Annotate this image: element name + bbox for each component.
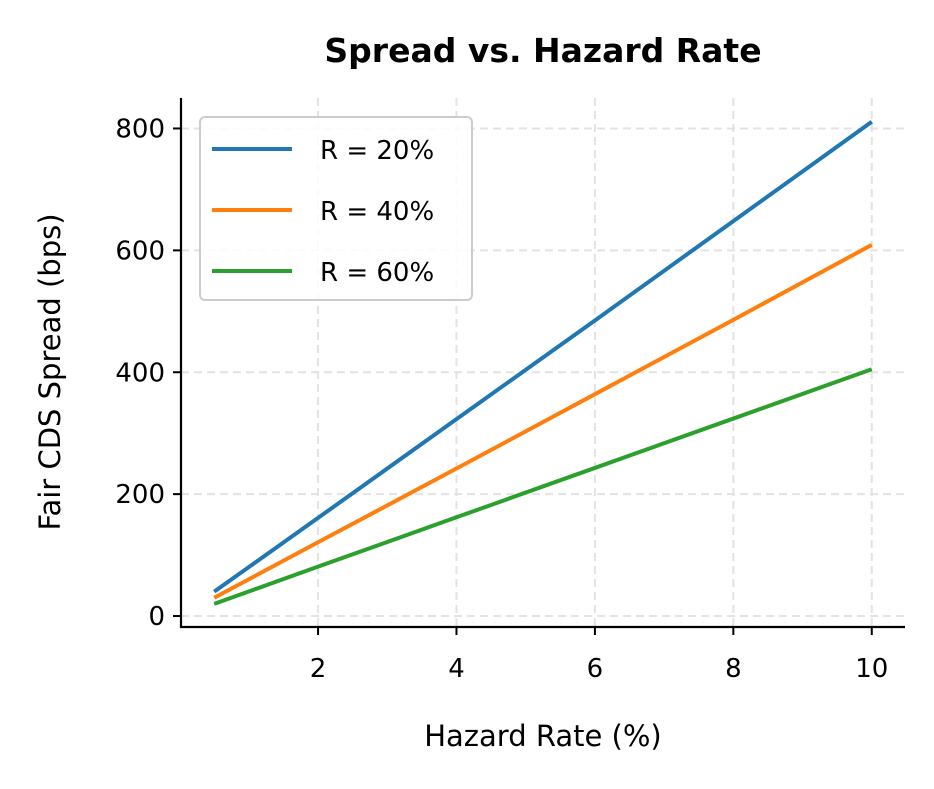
- y-tick-label: 200: [115, 480, 165, 510]
- x-tick-label: 10: [855, 654, 888, 684]
- y-tick-label: 0: [148, 602, 165, 632]
- chart-title: Spread vs. Hazard Rate: [324, 31, 761, 70]
- series-line-1: [213, 120, 873, 594]
- x-tick-label: 8: [725, 654, 742, 684]
- y-tick-label: 400: [115, 358, 165, 388]
- legend-box: [199, 116, 473, 301]
- x-tick-label: 2: [310, 654, 327, 684]
- series-line-2: [213, 243, 873, 600]
- x-tick-label: 4: [448, 654, 465, 684]
- axes: 2 4 6 8 10 0 200 400 600 800: [115, 98, 905, 684]
- legend: R = 20% R = 40% R = 60%: [199, 116, 473, 301]
- legend-label-1: R = 20%: [320, 136, 434, 166]
- y-tick-label: 600: [115, 236, 165, 266]
- series-line-3: [213, 367, 873, 606]
- legend-label-2: R = 40%: [320, 197, 434, 227]
- x-axis-label: Hazard Rate (%): [424, 719, 662, 753]
- y-axis-label: Fair CDS Spread (bps): [33, 213, 67, 530]
- legend-label-3: R = 60%: [320, 258, 434, 288]
- x-tick-label: 6: [587, 654, 604, 684]
- series-lines: [213, 120, 873, 606]
- y-tick-label: 800: [115, 114, 165, 144]
